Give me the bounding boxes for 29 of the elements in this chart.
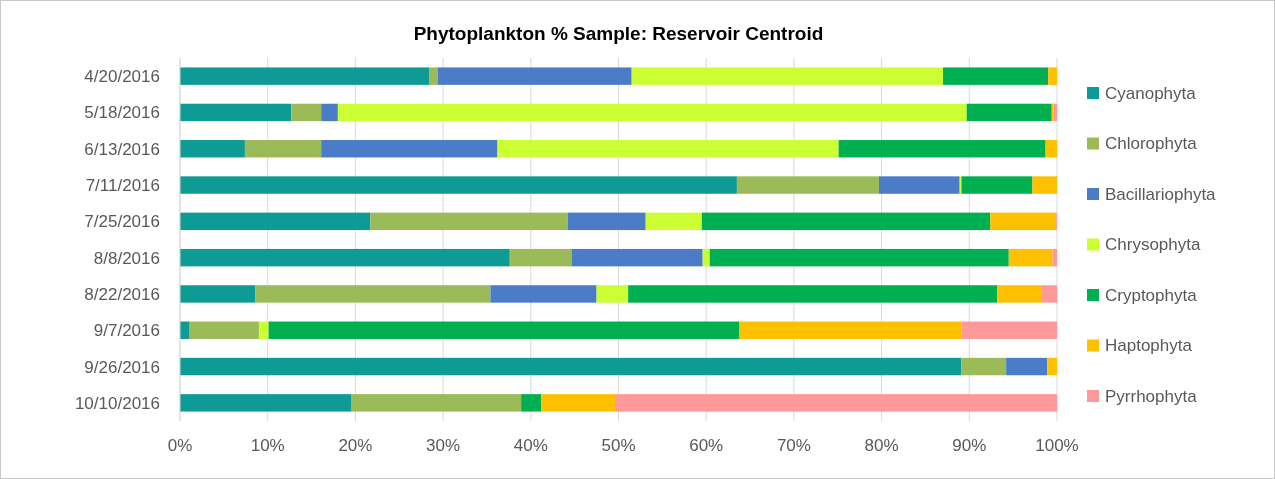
legend-label: Cryptophyta xyxy=(1105,285,1198,305)
y-tick-label: 6/13/2016 xyxy=(84,139,160,159)
y-tick-label: 7/11/2016 xyxy=(85,176,160,195)
x-tick-label: 50% xyxy=(601,436,636,455)
y-tick-label: 8/8/2016 xyxy=(93,248,160,268)
x-tick-label: 90% xyxy=(952,436,987,455)
y-tick-label: 9/7/2016 xyxy=(93,321,160,341)
chart-title: Phytoplankton % Sample: Reservoir Centroid xyxy=(413,23,824,44)
x-tick-label: 60% xyxy=(689,436,724,455)
y-tick-label: 9/26/2016 xyxy=(84,357,160,377)
legend-label: Chrysophyta xyxy=(1105,235,1201,255)
y-tick-label: 8/22/2016 xyxy=(84,284,160,304)
x-tick-label: 20% xyxy=(338,436,373,455)
y-tick-label: 10/10/2016 xyxy=(74,393,160,413)
x-tick-label: 10% xyxy=(250,436,285,455)
legend-label: Haptophyta xyxy=(1105,336,1193,356)
legend-label: Cyanophyta xyxy=(1105,83,1197,103)
legend-label: Chlorophyta xyxy=(1105,134,1198,154)
x-tick-label: 30% xyxy=(426,436,461,455)
x-tick-label: 100% xyxy=(1035,436,1079,455)
x-tick-label: 40% xyxy=(513,436,548,455)
y-tick-label: 4/20/2016 xyxy=(84,67,160,87)
x-tick-label: 70% xyxy=(776,436,811,455)
x-tick-label: 0% xyxy=(167,436,193,455)
y-tick-label: 7/25/2016 xyxy=(84,212,160,232)
x-tick-label: 80% xyxy=(864,436,899,455)
legend-label: Bacillariophyta xyxy=(1105,184,1217,204)
legend-label: Pyrrhophyta xyxy=(1105,386,1198,406)
y-tick-label: 5/18/2016 xyxy=(84,103,160,123)
